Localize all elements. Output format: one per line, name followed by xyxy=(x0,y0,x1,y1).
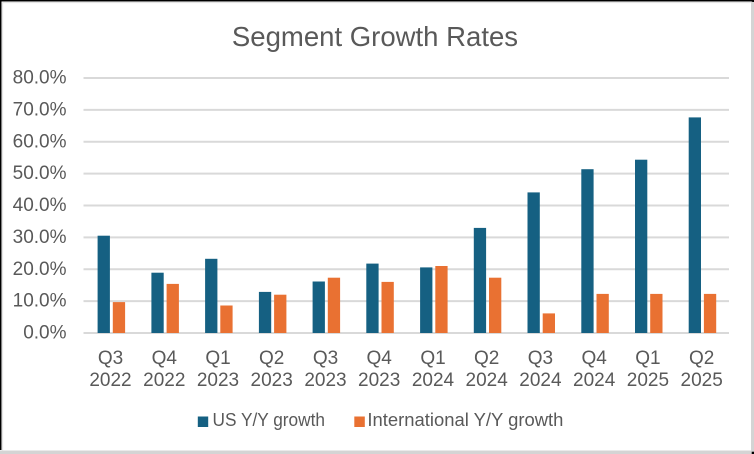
svg-text:70.0%: 70.0% xyxy=(13,100,67,121)
svg-text:Q3: Q3 xyxy=(98,348,123,369)
svg-text:Q2: Q2 xyxy=(689,348,714,369)
svg-text:0.0%: 0.0% xyxy=(23,323,66,344)
svg-text:2025: 2025 xyxy=(681,370,723,391)
svg-text:80.0%: 80.0% xyxy=(13,68,67,89)
svg-text:10.0%: 10.0% xyxy=(13,291,67,312)
svg-text:US Y/Y growth: US Y/Y growth xyxy=(213,409,326,430)
svg-text:2024: 2024 xyxy=(519,370,562,391)
svg-text:Q1: Q1 xyxy=(635,348,660,369)
svg-text:2025: 2025 xyxy=(627,370,669,391)
svg-text:60.0%: 60.0% xyxy=(13,131,67,152)
svg-text:International Y/Y growth: International Y/Y growth xyxy=(367,409,563,430)
svg-text:Segment Growth Rates: Segment Growth Rates xyxy=(232,21,518,52)
svg-text:Q3: Q3 xyxy=(528,348,553,369)
svg-text:30.0%: 30.0% xyxy=(13,227,67,248)
svg-text:2023: 2023 xyxy=(304,370,346,391)
svg-text:Q4: Q4 xyxy=(367,348,393,369)
svg-text:Q4: Q4 xyxy=(582,348,608,369)
svg-text:50.0%: 50.0% xyxy=(13,163,67,184)
svg-text:Q1: Q1 xyxy=(420,348,445,369)
svg-text:2024: 2024 xyxy=(466,370,509,391)
svg-text:20.0%: 20.0% xyxy=(13,259,67,280)
svg-text:Q4: Q4 xyxy=(152,348,178,369)
svg-text:2022: 2022 xyxy=(89,370,131,391)
svg-text:Q1: Q1 xyxy=(205,348,230,369)
svg-text:2023: 2023 xyxy=(358,370,400,391)
svg-text:2024: 2024 xyxy=(412,370,455,391)
svg-text:Q2: Q2 xyxy=(259,348,284,369)
svg-text:40.0%: 40.0% xyxy=(13,195,67,216)
svg-text:Q2: Q2 xyxy=(474,348,499,369)
svg-text:2024: 2024 xyxy=(573,370,616,391)
svg-text:Q3: Q3 xyxy=(313,348,338,369)
svg-text:2023: 2023 xyxy=(197,370,239,391)
svg-text:2022: 2022 xyxy=(143,370,185,391)
svg-text:2023: 2023 xyxy=(251,370,293,391)
